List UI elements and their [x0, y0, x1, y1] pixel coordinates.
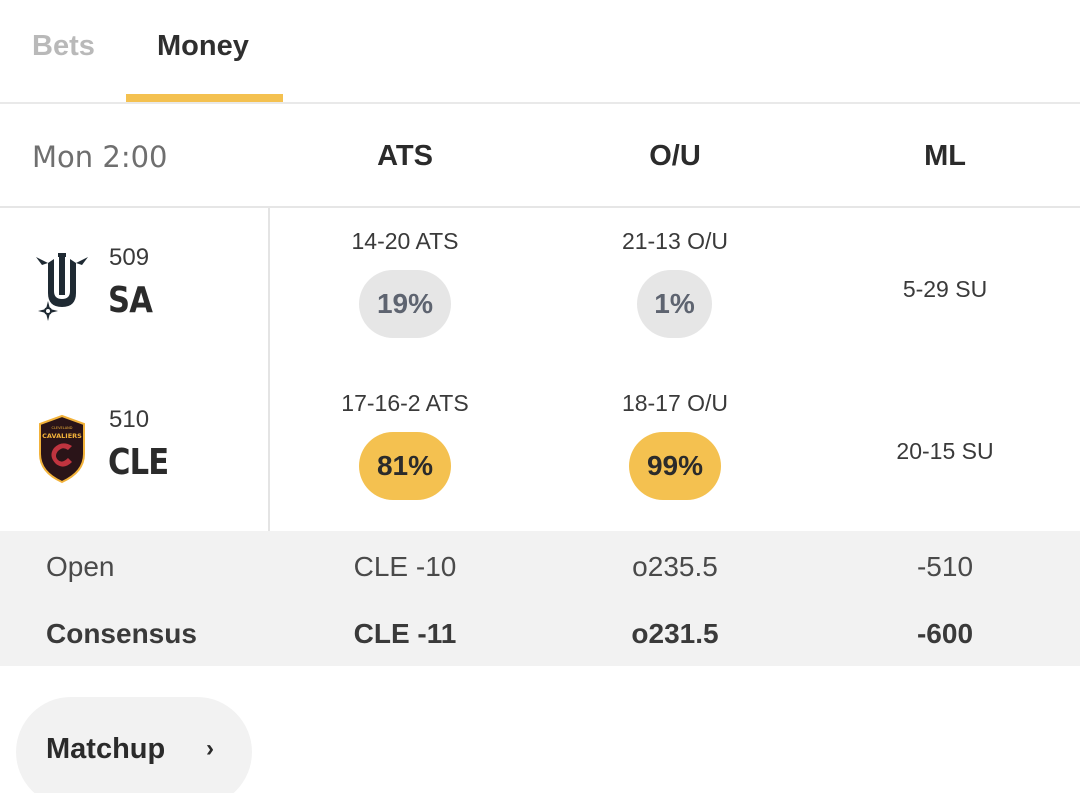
ml-record: 20-15 SU — [896, 438, 994, 464]
tab-bar: Bets Money — [0, 0, 1080, 104]
ou-record: 21-13 O/U — [621, 228, 729, 254]
team-number: 510 — [109, 406, 150, 433]
team-abbr: SA — [108, 280, 153, 321]
svg-text:CAVALIERS: CAVALIERS — [42, 432, 82, 440]
column-header-ats: ATS — [377, 140, 433, 172]
column-header-ml: ML — [924, 140, 966, 172]
team-abbr: CLE — [108, 442, 169, 483]
tab-bets[interactable]: Bets — [32, 30, 95, 62]
consensus-ml-line: -600 — [916, 618, 974, 649]
team-number: 509 — [109, 244, 150, 271]
ou-percentage-pill: 1% — [637, 270, 712, 338]
cavaliers-logo-icon: CAVALIERS CLEVELAND — [34, 414, 90, 484]
active-tab-indicator — [126, 94, 283, 102]
open-label: Open — [46, 551, 115, 582]
open-ou-line: o235.5 — [632, 551, 718, 582]
tab-money[interactable]: Money — [157, 30, 249, 62]
column-header-ou: O/U — [649, 140, 701, 172]
spurs-logo-icon — [34, 253, 90, 323]
team-row-cle[interactable]: CAVALIERS CLEVELAND 510 CLE 17-16-2 ATS … — [0, 370, 1080, 532]
consensus-ats-line: CLE -11 — [353, 618, 457, 649]
game-time: Mon 2:00 — [32, 140, 168, 174]
ats-percentage-pill: 19% — [359, 270, 451, 338]
header-row: Mon 2:00 ATS O/U ML — [0, 104, 1080, 208]
consensus-label: Consensus — [46, 618, 197, 649]
ml-record: 5-29 SU — [902, 276, 988, 302]
ats-record: 14-20 ATS — [351, 228, 459, 254]
ou-record: 18-17 O/U — [621, 390, 729, 416]
betting-lines-section: Open CLE -10 o235.5 -510 Consensus CLE -… — [0, 531, 1080, 666]
matchup-button[interactable]: Matchup › — [16, 697, 252, 793]
open-ats-line: CLE -10 — [353, 551, 457, 582]
column-divider — [268, 208, 270, 666]
svg-text:CLEVELAND: CLEVELAND — [52, 426, 73, 430]
chevron-right-icon: › — [206, 735, 214, 762]
team-row-sa[interactable]: 509 SA 14-20 ATS 19% 21-13 O/U 1% 5-29 S… — [0, 208, 1080, 370]
consensus-ou-line: o231.5 — [631, 618, 719, 649]
ats-record: 17-16-2 ATS — [341, 390, 469, 416]
ou-percentage-pill: 99% — [629, 432, 721, 500]
matchup-button-label: Matchup — [46, 733, 166, 765]
open-ml-line: -510 — [916, 551, 974, 582]
ats-percentage-pill: 81% — [359, 432, 451, 500]
